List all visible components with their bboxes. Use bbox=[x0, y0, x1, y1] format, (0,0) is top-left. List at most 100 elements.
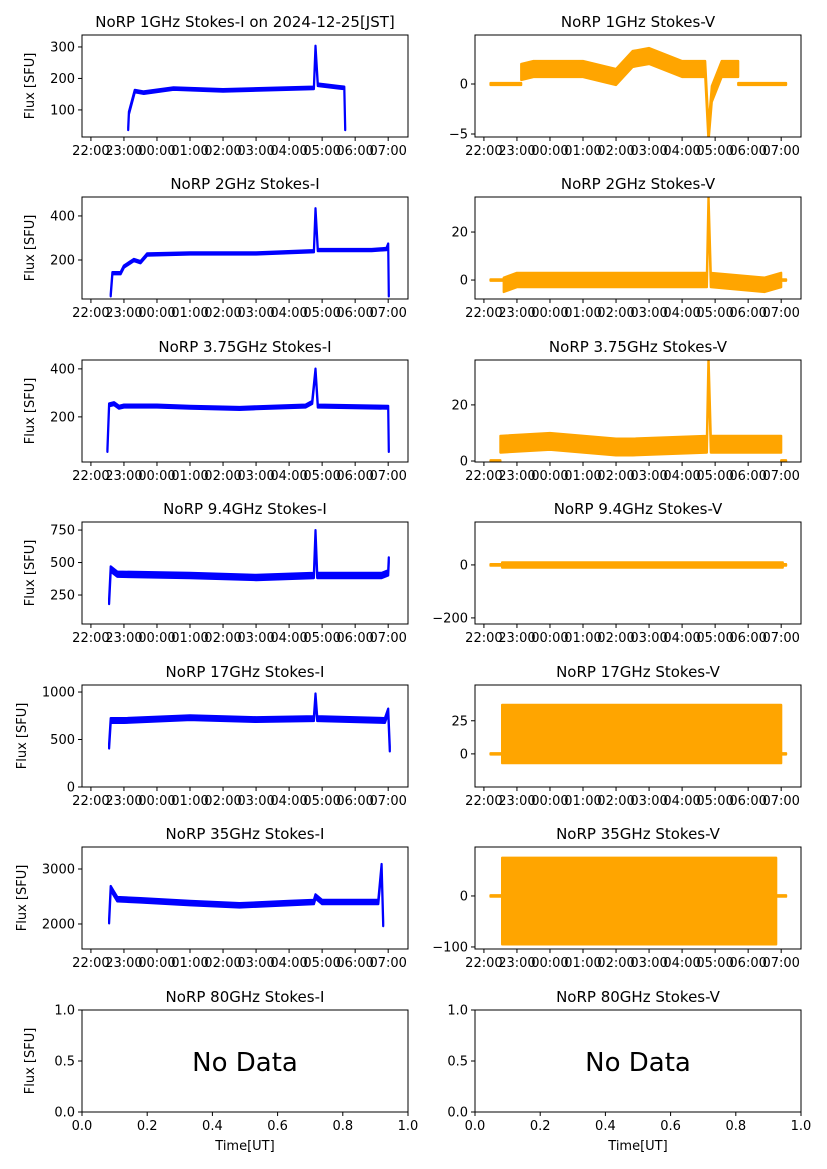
subplot-3: NoRP 2GHz Stokes-I 22:0023:0000:0001:0002… bbox=[23, 175, 409, 321]
axes-frame bbox=[474, 684, 802, 788]
x-tick-label: 22:00 bbox=[465, 794, 502, 809]
subplot-title: NoRP 17GHz Stokes-V bbox=[556, 663, 721, 681]
x-tick-label: 00:00 bbox=[531, 144, 568, 159]
series-band-1 bbox=[107, 692, 391, 753]
x-tick-label: 0.4 bbox=[202, 1119, 223, 1134]
x-tick-label: 03:00 bbox=[237, 794, 274, 809]
y-tick-label: 0.5 bbox=[447, 1055, 468, 1070]
x-tick-label: 22:00 bbox=[72, 794, 109, 809]
no-data-message: No Data bbox=[585, 1048, 691, 1078]
x-tick-label: 07:00 bbox=[369, 794, 406, 809]
x-tick-label: 01:00 bbox=[171, 631, 208, 646]
subplot-title: NoRP 3.75GHz Stokes-I bbox=[158, 338, 331, 356]
x-tick-label: 23:00 bbox=[105, 144, 142, 159]
x-tick-label: 03:00 bbox=[630, 306, 667, 321]
y-tick-label: 0 bbox=[460, 455, 468, 470]
x-tick-label: 04:00 bbox=[270, 956, 307, 971]
x-tick-label: 01:00 bbox=[171, 144, 208, 159]
y-tick-label: 300 bbox=[50, 40, 75, 55]
x-tick-label: 05:00 bbox=[303, 956, 340, 971]
y-tick-label: 100 bbox=[50, 103, 75, 118]
subplot-title: NoRP 80GHz Stokes-V bbox=[556, 988, 721, 1006]
y-tick-label: 0.5 bbox=[54, 1055, 75, 1070]
x-tick-label: 04:00 bbox=[270, 469, 307, 484]
subplot-title: NoRP 1GHz Stokes-V bbox=[561, 13, 716, 31]
subplot-title: NoRP 2GHz Stokes-V bbox=[561, 175, 716, 193]
subplot-title: NoRP 80GHz Stokes-I bbox=[166, 988, 325, 1006]
axes-frame bbox=[81, 684, 409, 788]
y-tick-label: 1000 bbox=[42, 686, 75, 701]
x-tick-label: 00:00 bbox=[138, 956, 175, 971]
series-band-2 bbox=[501, 561, 784, 569]
y-tick-label: −5 bbox=[449, 128, 468, 143]
x-tick-label: 0.6 bbox=[660, 1119, 681, 1134]
x-tick-label: 04:00 bbox=[663, 306, 700, 321]
x-tick-label: 07:00 bbox=[369, 144, 406, 159]
x-tick-label: 23:00 bbox=[105, 956, 142, 971]
x-tick-label: 04:00 bbox=[270, 631, 307, 646]
x-tick-label: 22:00 bbox=[72, 469, 109, 484]
x-tick-label: 03:00 bbox=[630, 631, 667, 646]
y-axis-label: Flux [SFU] bbox=[15, 703, 30, 770]
x-tick-label: 04:00 bbox=[270, 144, 307, 159]
subplot-title: NoRP 9.4GHz Stokes-I bbox=[163, 500, 327, 518]
subplot-14: NoRP 80GHz Stokes-V 0.0 0.2 0.4 0.6 0.8 1.0 0.0… bbox=[447, 988, 811, 1154]
subplot-6: NoRP 3.75GHz Stokes-V 22:0023:0000:0001:0… bbox=[451, 338, 802, 484]
y-tick-label: 0.0 bbox=[54, 1106, 75, 1121]
subplot-title: NoRP 3.75GHz Stokes-V bbox=[549, 338, 728, 356]
y-tick-label: 200 bbox=[50, 254, 75, 269]
axes-frame bbox=[81, 34, 409, 138]
series-band-1 bbox=[106, 367, 390, 453]
y-tick-label: 0.0 bbox=[447, 1106, 468, 1121]
x-tick-label: 03:00 bbox=[237, 631, 274, 646]
y-tick-label: 25 bbox=[451, 714, 468, 729]
x-tick-label: 07:00 bbox=[762, 469, 799, 484]
x-axis-label: Time[UT] bbox=[607, 1139, 667, 1154]
axes-frame bbox=[474, 521, 802, 625]
x-tick-label: 06:00 bbox=[729, 631, 766, 646]
x-tick-label: 05:00 bbox=[303, 631, 340, 646]
series-band-2 bbox=[499, 360, 783, 457]
y-tick-label: 400 bbox=[50, 362, 75, 377]
subplot-8: NoRP 9.4GHz Stokes-V 22:0023:0000:0001:00… bbox=[432, 500, 802, 646]
x-tick-label: 06:00 bbox=[729, 956, 766, 971]
series-band-2 bbox=[502, 197, 783, 294]
y-tick-label: 20 bbox=[451, 226, 468, 241]
x-tick-label: 05:00 bbox=[696, 144, 733, 159]
x-tick-label: 23:00 bbox=[498, 956, 535, 971]
x-tick-label: 06:00 bbox=[729, 469, 766, 484]
x-tick-label: 04:00 bbox=[663, 956, 700, 971]
y-tick-label: 0 bbox=[460, 558, 468, 573]
series-band-1 bbox=[109, 207, 390, 298]
x-tick-label: 23:00 bbox=[105, 631, 142, 646]
x-tick-label: 07:00 bbox=[762, 306, 799, 321]
x-tick-label: 23:00 bbox=[105, 469, 142, 484]
y-tick-label: 2000 bbox=[42, 917, 75, 932]
x-tick-label: 04:00 bbox=[663, 469, 700, 484]
series-band-1 bbox=[489, 752, 504, 756]
subplot-10: NoRP 17GHz Stokes-V22:0023:0000:0001:000… bbox=[451, 663, 802, 809]
x-tick-label: 03:00 bbox=[630, 794, 667, 809]
axes-frame bbox=[474, 34, 802, 138]
x-tick-label: 02:00 bbox=[597, 469, 634, 484]
x-tick-label: 00:00 bbox=[531, 469, 568, 484]
y-tick-label: 0 bbox=[460, 78, 468, 93]
y-tick-label: 250 bbox=[50, 589, 75, 604]
y-axis-label: Flux [SFU] bbox=[15, 865, 30, 932]
x-tick-label: 0.8 bbox=[725, 1119, 746, 1134]
y-tick-label: −200 bbox=[432, 611, 468, 626]
x-tick-label: 05:00 bbox=[696, 794, 733, 809]
x-tick-label: 22:00 bbox=[72, 956, 109, 971]
x-tick-label: 02:00 bbox=[204, 306, 241, 321]
axes-frame bbox=[81, 521, 409, 625]
x-tick-label: 1.0 bbox=[398, 1119, 419, 1134]
y-tick-label: 0 bbox=[460, 889, 468, 904]
x-tick-label: 01:00 bbox=[564, 631, 601, 646]
y-tick-label: 500 bbox=[50, 733, 75, 748]
x-tick-label: 01:00 bbox=[564, 469, 601, 484]
x-tick-label: 00:00 bbox=[138, 631, 175, 646]
y-tick-label: 3000 bbox=[42, 862, 75, 877]
x-tick-label: 05:00 bbox=[696, 956, 733, 971]
y-tick-label: 750 bbox=[50, 524, 75, 539]
